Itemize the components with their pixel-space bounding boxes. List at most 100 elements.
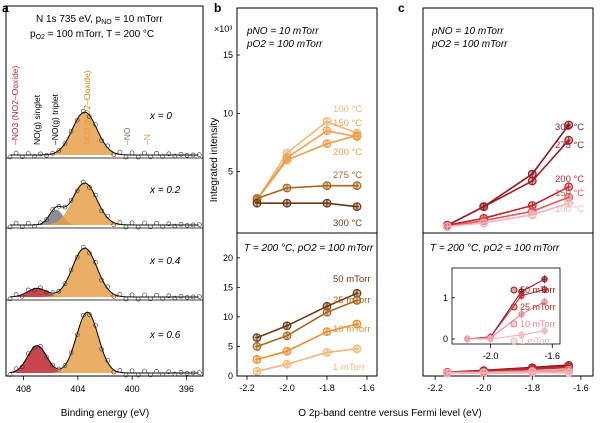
data-point [25, 287, 31, 293]
data-point [38, 285, 43, 291]
data-point [93, 192, 98, 198]
data-point [44, 153, 49, 158]
series-300-c: 300 °C [252, 198, 362, 229]
data-point [117, 367, 123, 373]
data-point [62, 281, 68, 287]
data-point [160, 154, 165, 159]
tick-label: 0 [228, 371, 233, 381]
series-1-mtorr [442, 368, 574, 378]
data-point [32, 287, 37, 293]
tick-label: 408 [16, 384, 31, 394]
spectrum-label: x = 0.6 [149, 330, 181, 341]
series-line [256, 134, 358, 201]
data-point [62, 204, 68, 210]
data-point [105, 143, 110, 149]
panel-c-frame [422, 7, 594, 377]
data-point [50, 207, 56, 212]
data-point [190, 222, 196, 228]
data-point [105, 213, 110, 219]
data-point [68, 198, 74, 203]
panel-c-inset-plot: 0 1 -2.0 -1.6 50 mTorr 25 mTorr 10 mTorr 1 mTor… [443, 275, 560, 361]
panel-a-frame [5, 5, 204, 377]
series-150-c: 150 °C [252, 118, 362, 205]
peak-label: NO(g) singlet [32, 94, 42, 145]
peak-labels: –NO3 (NO2–Ooxide) NO(g) singlet –NO(g) tri… [10, 65, 152, 145]
series-line [467, 301, 545, 340]
data-point [50, 150, 56, 156]
panel-b-multiplier: ×10³ [214, 24, 232, 34]
spectrum-label: x = 0.2 [149, 185, 181, 196]
tick-label: -2.0 [279, 383, 295, 393]
series-label: 300 °C [555, 122, 584, 133]
panel-b: ×10³ Integrated intensity pNO = 10 mTorr… [209, 7, 482, 419]
data-point [93, 122, 98, 127]
data-point [13, 292, 19, 297]
data-point [111, 222, 117, 227]
panel-label-c: c [398, 1, 405, 15]
tick-label: -1.6 [359, 383, 375, 393]
spectrum-0: x = 0 [7, 108, 202, 160]
data-point [148, 154, 153, 160]
data-point [111, 369, 117, 375]
panel-b-y-label: Integrated intensity [209, 118, 220, 203]
data-point [135, 296, 141, 302]
data-point [154, 151, 159, 156]
data-point [7, 154, 13, 160]
data-point [87, 114, 92, 119]
series-50-mtorr: 50 mTorr [252, 274, 370, 342]
tick-label: 10 [223, 312, 233, 322]
tick-label: 400 [125, 384, 140, 394]
legend-marker [510, 303, 518, 311]
tick-label: -1.6 [573, 383, 589, 393]
series-200-c: 200 °C [442, 174, 584, 230]
series-label: 200 °C [555, 174, 584, 185]
series-label: 25 mTorr [333, 295, 370, 306]
data-point [44, 217, 49, 222]
panel-b-annotation-2: pO2 = 100 mTorr [246, 39, 323, 50]
data-point [81, 108, 86, 114]
tick-label: -1.8 [525, 383, 541, 393]
tick-label: -2.0 [483, 351, 499, 361]
data-point [129, 150, 135, 156]
data-point [74, 332, 80, 338]
panel-c: pNO = 10 mTorr pO2 = 100 mTorr T = 200 °… [422, 7, 594, 393]
data-point [99, 208, 104, 214]
data-point [44, 354, 49, 360]
series-label: 100 °C [333, 104, 362, 115]
data-point [25, 151, 31, 156]
data-point [105, 284, 110, 290]
data-point [166, 369, 172, 375]
data-point [117, 219, 123, 225]
legend-label: 1 mTorr [520, 336, 551, 346]
panel-c-annotation-1: pNO = 10 mTorr [431, 26, 504, 37]
data-point [160, 224, 165, 229]
data-point [190, 152, 196, 158]
series-line [256, 299, 358, 348]
data-point [62, 363, 68, 368]
series-label: 275 °C [555, 140, 584, 151]
data-point [68, 129, 74, 134]
data-point [19, 224, 25, 229]
data-point [81, 179, 86, 185]
spectrum-3: x = 0.6 [6, 299, 203, 378]
series-line [256, 323, 358, 361]
tick-label: 15 [223, 282, 233, 292]
panel-b-frame [236, 7, 378, 377]
tick-label: 10 [223, 108, 233, 118]
series-25-mtorr: 25 mTorr [252, 295, 370, 351]
peak-fill [10, 112, 200, 155]
data-point [166, 151, 172, 157]
series-label: 10 mTorr [333, 324, 370, 335]
legend-label: 50 mTorr [520, 285, 556, 295]
data-point [178, 293, 184, 299]
series-line [467, 330, 545, 340]
tick-label: 15 [223, 50, 233, 60]
peak-label: –NO3 (NO2–Ooxide) [10, 65, 20, 145]
data-point [99, 346, 104, 352]
tick-label: -2.0 [476, 383, 492, 393]
data-point [129, 368, 135, 374]
data-point [13, 150, 19, 156]
tick-label: 20 [223, 253, 233, 263]
series-line [447, 186, 570, 227]
